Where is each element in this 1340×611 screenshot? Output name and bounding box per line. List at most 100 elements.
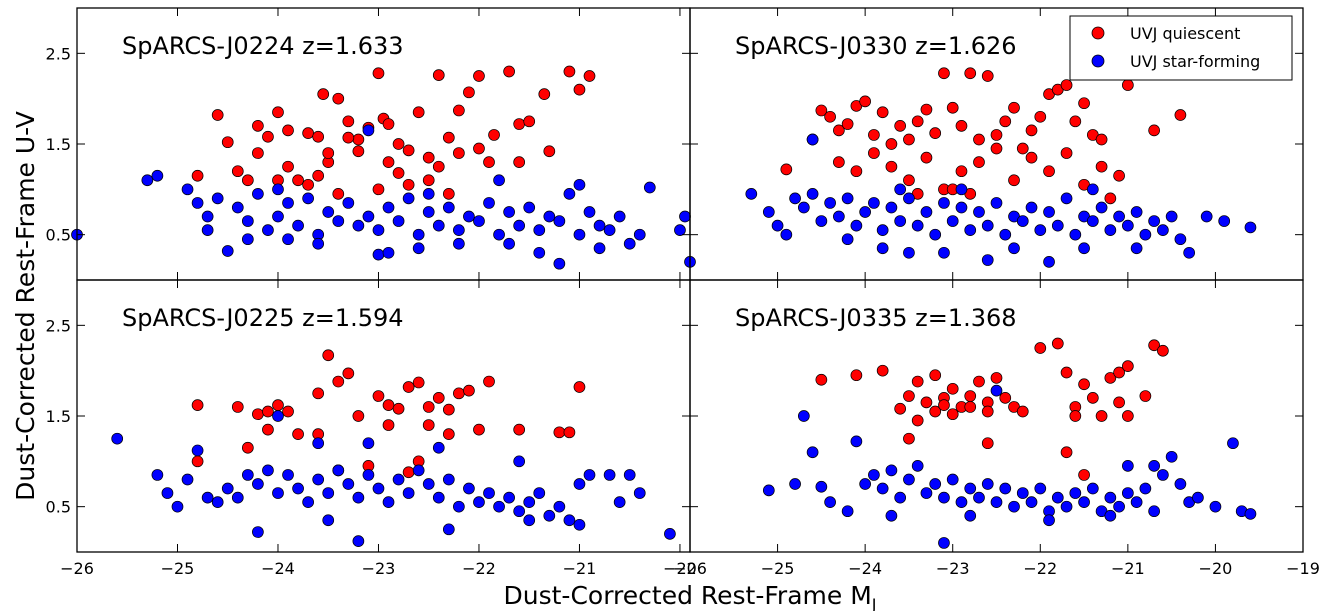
data-point	[231, 401, 244, 413]
data-point	[1051, 337, 1064, 350]
data-point	[583, 70, 596, 82]
data-point	[903, 432, 915, 445]
data-point	[633, 487, 646, 499]
data-point	[999, 482, 1012, 495]
data-point	[262, 405, 274, 418]
data-point	[1008, 242, 1020, 255]
data-point	[362, 469, 375, 481]
data-point	[513, 219, 526, 232]
data-point	[824, 110, 836, 123]
data-point	[850, 165, 863, 178]
data-point	[824, 496, 836, 508]
data-point	[432, 491, 445, 504]
data-point	[885, 464, 898, 477]
data-point	[352, 410, 365, 422]
data-point	[613, 496, 626, 508]
data-point	[1192, 491, 1204, 504]
data-point	[1034, 224, 1047, 236]
data-point	[1104, 192, 1117, 205]
data-point	[292, 174, 304, 187]
data-point	[282, 124, 294, 137]
data-point	[422, 151, 435, 164]
legend-marker-star-forming	[1091, 54, 1105, 68]
data-point	[402, 192, 415, 205]
data-point	[876, 364, 889, 377]
data-point	[432, 160, 445, 173]
data-point	[241, 215, 254, 227]
data-point	[938, 246, 950, 259]
data-point	[523, 514, 536, 527]
data-point	[894, 402, 907, 415]
data-point	[868, 129, 880, 141]
data-point	[272, 183, 284, 196]
data-point	[1060, 192, 1073, 205]
data-point	[272, 487, 284, 499]
data-point	[973, 375, 985, 388]
data-point	[990, 129, 1003, 141]
data-point	[362, 124, 375, 137]
data-point	[573, 381, 586, 393]
data-point	[312, 130, 325, 143]
data-point	[850, 435, 863, 448]
data-point	[382, 201, 395, 214]
data-point	[1130, 496, 1143, 508]
data-point	[990, 372, 1003, 384]
data-point	[231, 165, 244, 178]
data-point	[312, 473, 325, 486]
data-point	[272, 399, 284, 411]
data-point	[1060, 446, 1073, 459]
panel-title: SpARCS-J0335 z=1.368	[735, 304, 1017, 332]
series-star-forming	[762, 384, 1257, 549]
data-point	[442, 188, 455, 200]
data-point	[463, 482, 475, 495]
data-point	[1122, 360, 1134, 372]
data-point	[191, 399, 204, 411]
data-point	[593, 219, 606, 232]
data-point	[252, 478, 264, 490]
data-point	[973, 156, 985, 168]
data-point	[613, 210, 626, 223]
data-point	[332, 92, 345, 105]
data-point	[990, 197, 1003, 209]
data-point	[1139, 228, 1152, 241]
data-point	[503, 237, 515, 250]
data-point	[453, 147, 465, 159]
data-point	[981, 219, 994, 232]
data-point	[422, 188, 435, 200]
data-point	[1025, 496, 1038, 508]
data-point	[442, 523, 455, 536]
data-point	[603, 224, 616, 236]
data-point	[191, 444, 204, 457]
data-point	[463, 86, 475, 99]
data-point	[946, 408, 959, 421]
data-point	[332, 215, 345, 227]
x-tick-label: −24	[848, 559, 882, 578]
data-point	[412, 106, 425, 119]
data-point	[317, 88, 330, 100]
data-point	[372, 183, 385, 196]
data-point	[563, 188, 576, 200]
data-point	[964, 401, 977, 413]
data-point	[171, 500, 184, 513]
y-tick-label: 1.5	[46, 135, 71, 154]
x-tick-label: −22	[462, 559, 496, 578]
data-point	[929, 228, 942, 241]
panel-title: SpARCS-J0330 z=1.626	[735, 32, 1017, 60]
data-point	[553, 426, 566, 439]
data-point	[841, 233, 854, 246]
data-point	[1122, 79, 1134, 91]
data-point	[191, 197, 204, 209]
data-point	[938, 67, 950, 80]
data-point	[1218, 215, 1231, 227]
data-point	[342, 197, 355, 209]
y-axis-label: Dust-Corrected Rest-Frame U-V	[11, 111, 40, 501]
data-point	[432, 69, 445, 81]
data-point	[392, 167, 405, 179]
data-point	[241, 174, 254, 187]
data-point	[868, 197, 880, 209]
data-point	[964, 482, 977, 495]
data-point	[1130, 206, 1143, 218]
data-point	[1060, 366, 1073, 379]
data-point	[868, 147, 880, 159]
